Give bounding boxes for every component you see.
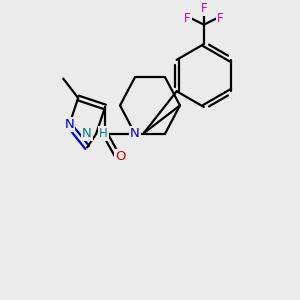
Text: F: F — [217, 12, 224, 25]
Text: N: N — [64, 118, 74, 131]
Text: N: N — [130, 128, 140, 140]
Text: N: N — [82, 128, 92, 140]
Text: F: F — [184, 12, 191, 25]
Text: F: F — [201, 2, 207, 15]
Text: H: H — [99, 128, 108, 140]
Text: O: O — [115, 150, 125, 163]
